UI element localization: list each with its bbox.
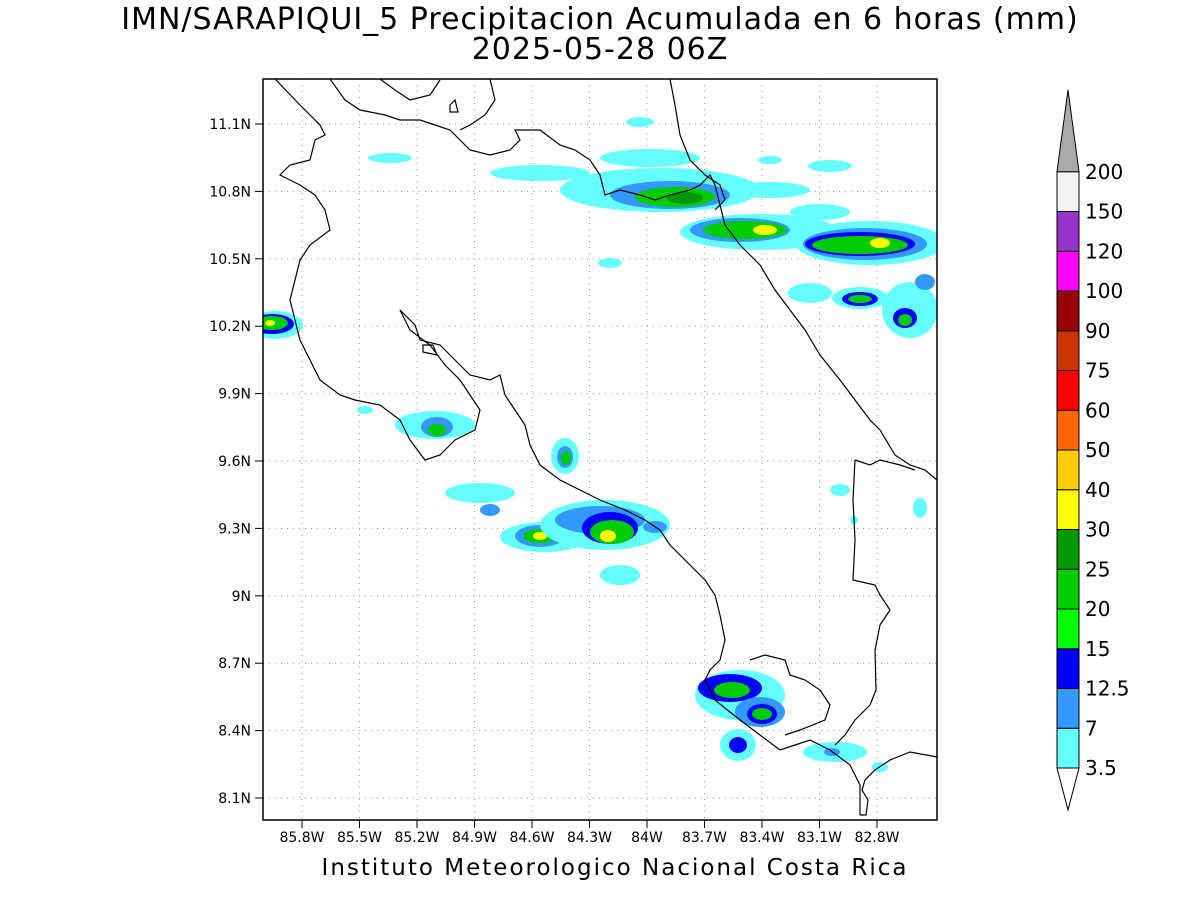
longitude-axis: 85.8W 85.5W 85.2W 84.9W 84.6W 84.3W 84W 83.7W 83… xyxy=(279,820,900,846)
legend-swatch xyxy=(1056,767,1080,812)
latitude-label: 9.6N xyxy=(218,454,251,470)
legend-label: 20 xyxy=(1085,597,1110,621)
longitude-label: 83.7W xyxy=(682,830,727,846)
legend-label: 200 xyxy=(1085,160,1123,184)
legend-swatch xyxy=(1056,211,1080,252)
longitude-label: 85.2W xyxy=(394,830,439,846)
legend-swatch xyxy=(1056,449,1080,491)
rain-cell xyxy=(598,221,937,268)
legend-label: 40 xyxy=(1085,478,1110,502)
longitude-label: 84W xyxy=(631,830,663,846)
legend-label: 50 xyxy=(1085,438,1110,462)
legend-label: 30 xyxy=(1085,518,1110,542)
color-legend: 3.5 7 12.5 15 20 25 30 40 50 60 75 90 100 120 150 200 xyxy=(1056,89,1130,812)
legend-label: 120 xyxy=(1085,239,1123,263)
rain-cell xyxy=(368,117,852,212)
legend-swatch xyxy=(1056,409,1080,451)
rain-cell xyxy=(551,438,579,474)
latitude-label: 10.5N xyxy=(209,252,251,268)
rain-cell xyxy=(263,311,303,339)
legend-swatch xyxy=(1056,608,1080,650)
legend-label: 90 xyxy=(1085,319,1110,343)
latitude-label: 10.8N xyxy=(209,184,251,200)
legend-swatch xyxy=(1056,568,1080,610)
latitude-label: 9.3N xyxy=(218,521,251,537)
rain-cell xyxy=(540,500,670,585)
map-timestamp: 2025-05-28 06Z xyxy=(471,32,729,67)
longitude-label: 85.5W xyxy=(337,830,382,846)
rain-cell xyxy=(788,274,937,338)
longitude-label: 84.3W xyxy=(567,830,612,846)
legend-label: 7 xyxy=(1085,716,1098,740)
map-title: IMN/SARAPIQUI_5 Precipitacion Acumulada … xyxy=(121,2,1079,37)
legend-swatch xyxy=(1056,89,1080,173)
longitude-label: 83.1W xyxy=(797,830,842,846)
footer-credit: Instituto Meteorologico Nacional Costa R… xyxy=(321,855,909,881)
latitude-label: 8.4N xyxy=(218,724,251,740)
latitude-label: 8.7N xyxy=(218,656,251,672)
longitude-label: 83.4W xyxy=(739,830,784,846)
legend-swatch xyxy=(1056,727,1080,769)
legend-swatch xyxy=(1056,171,1080,212)
legend-label: 150 xyxy=(1085,200,1123,224)
legend-swatch xyxy=(1056,370,1080,411)
longitude-label: 82.8W xyxy=(854,830,899,846)
latitude-label: 9N xyxy=(232,589,251,605)
latitude-label: 10.2N xyxy=(209,319,251,335)
longitude-label: 84.6W xyxy=(509,830,554,846)
legend-swatch xyxy=(1056,688,1080,729)
legend-swatch xyxy=(1056,330,1080,371)
latitude-label: 8.1N xyxy=(218,791,251,807)
legend-label: 3.5 xyxy=(1085,756,1117,780)
coastline xyxy=(274,79,937,816)
legend-swatch xyxy=(1056,648,1080,689)
legend-label: 100 xyxy=(1085,279,1123,303)
precipitation-layer xyxy=(263,117,937,772)
legend-label: 15 xyxy=(1085,637,1110,661)
latitude-label: 11.1N xyxy=(209,117,251,133)
legend-swatch xyxy=(1056,250,1080,292)
legend-swatch xyxy=(1056,489,1080,530)
legend-swatch xyxy=(1056,290,1080,332)
rain-cell xyxy=(357,406,475,439)
rain-cell xyxy=(695,484,927,772)
latitude-label: 9.9N xyxy=(218,387,251,403)
legend-label: 75 xyxy=(1085,359,1110,383)
latitude-axis: 11.1N 10.8N 10.5N 10.2N 9.9N 9.6N 9.3N 9N 8.7N 8.… xyxy=(209,117,263,807)
legend-label: 60 xyxy=(1085,398,1110,422)
legend-label: 25 xyxy=(1085,557,1110,581)
longitude-label: 85.8W xyxy=(279,830,324,846)
longitude-label: 84.9W xyxy=(452,830,497,846)
legend-swatch xyxy=(1056,529,1080,570)
legend-label: 12.5 xyxy=(1085,677,1130,701)
map-frame xyxy=(262,78,938,821)
